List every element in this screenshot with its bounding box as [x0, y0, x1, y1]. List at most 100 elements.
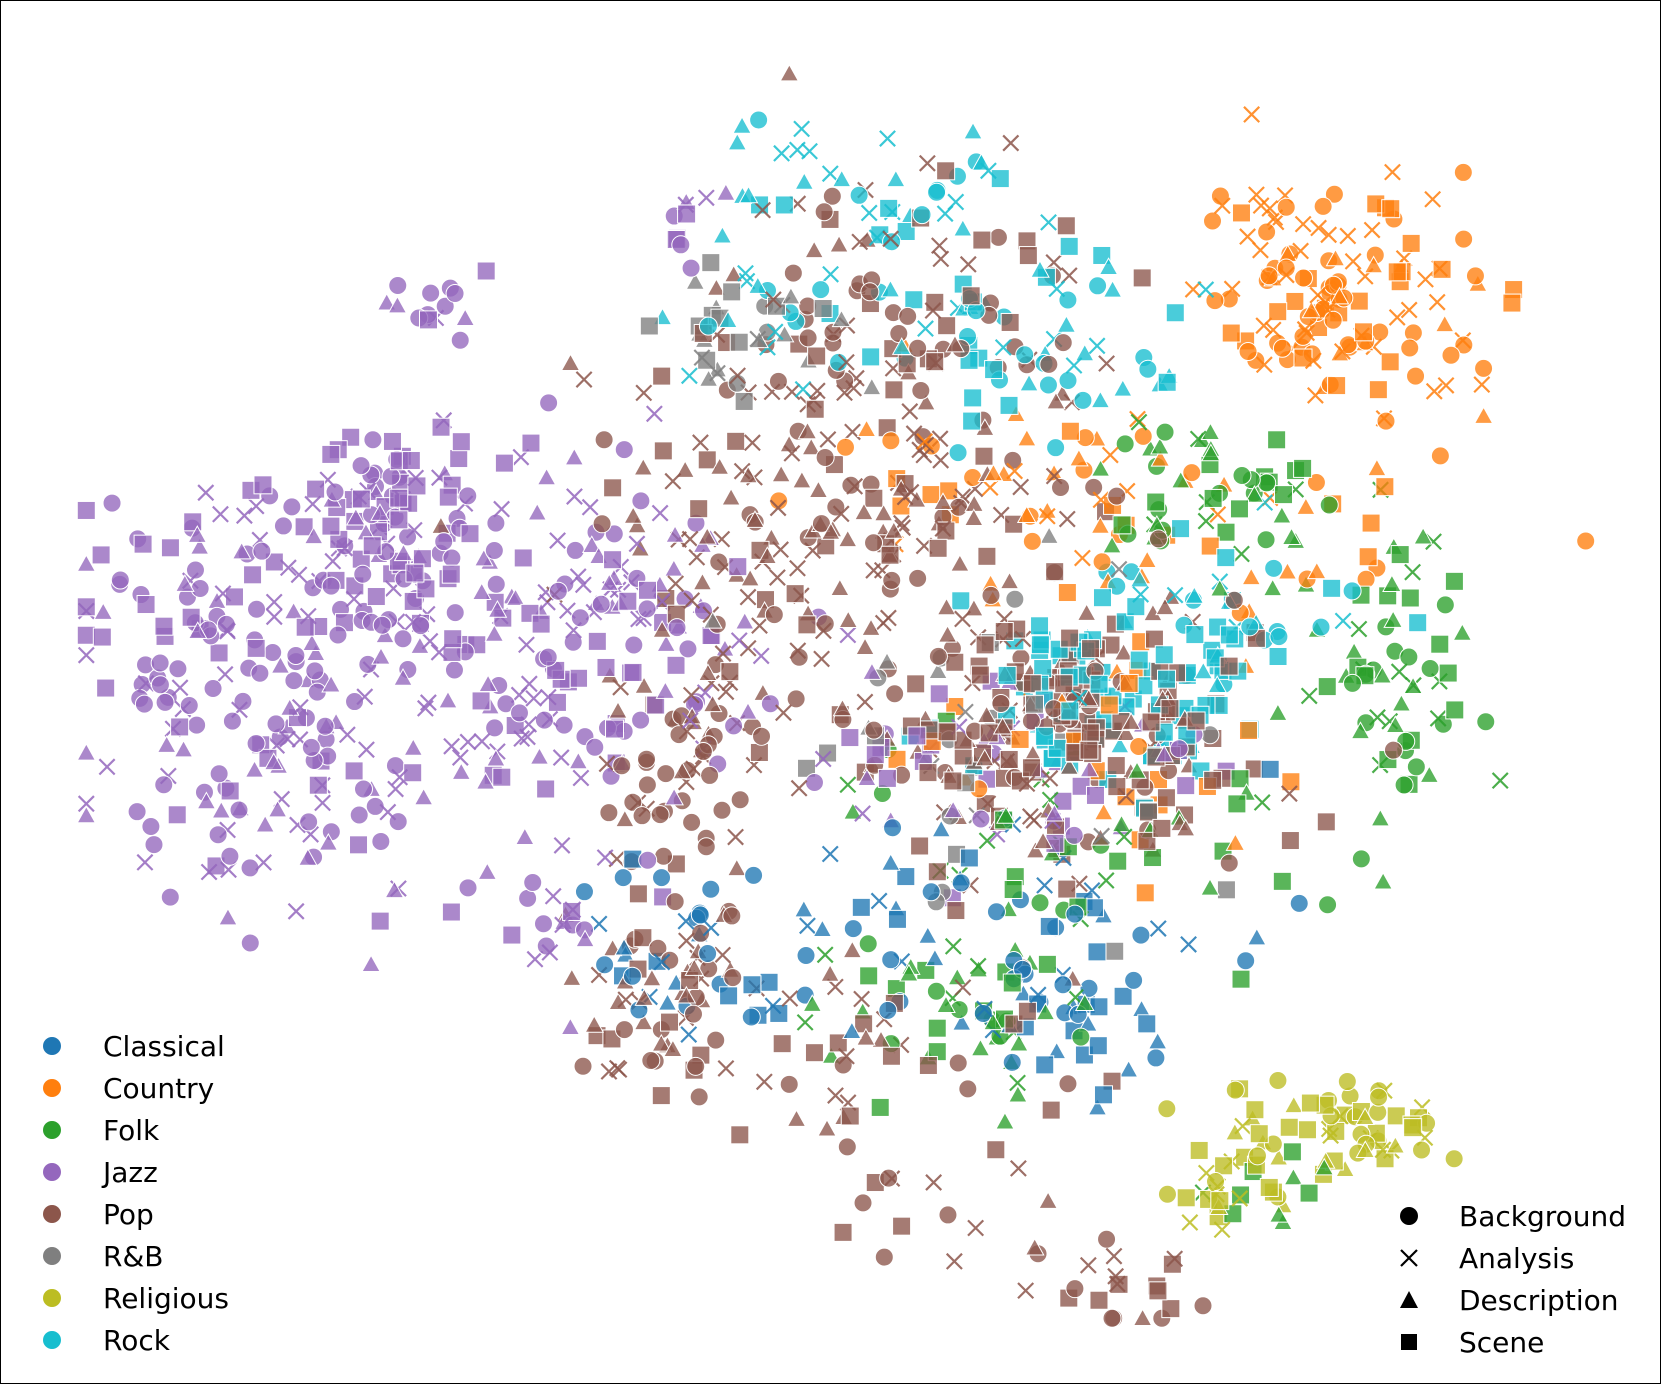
point-pop-scene [910, 836, 930, 856]
point-jazz-description [478, 674, 498, 692]
point-country-analysis [1473, 376, 1491, 394]
point-jazz-background [266, 714, 286, 734]
point-pop-analysis [755, 1073, 773, 1091]
point-country-description [1434, 314, 1455, 333]
point-jazz-background [458, 878, 478, 898]
point-pop-scene [804, 1043, 824, 1063]
point-country-scene [1502, 293, 1522, 313]
point-country-analysis [1261, 200, 1279, 217]
point-pop-description [883, 520, 904, 539]
point-jazz-analysis [645, 405, 663, 423]
point-jazz-analysis [552, 749, 570, 767]
point-jazz-scene [401, 451, 421, 471]
point-rnb-description [861, 377, 882, 396]
point-religious-description [1355, 1140, 1376, 1159]
point-country-scene [1361, 513, 1381, 533]
point-pop-analysis [727, 828, 744, 846]
point-classical-description [842, 1021, 862, 1039]
point-rock-description [1090, 390, 1111, 409]
point-country-analysis [1264, 321, 1282, 339]
point-pop-analysis [683, 592, 701, 609]
point-folk-background [1342, 673, 1362, 693]
point-country-scene [1010, 729, 1030, 749]
point-folk-scene [1299, 1183, 1319, 1203]
point-country-analysis [1309, 286, 1327, 304]
point-rnb-scene [639, 316, 659, 336]
point-pop-scene [1141, 712, 1161, 732]
point-pop-scene [628, 884, 648, 904]
point-pop-description [584, 1015, 605, 1033]
point-jazz-scene [370, 911, 390, 931]
point-pop-scene [975, 635, 995, 655]
point-jazz-background [252, 541, 272, 561]
point-country-description [1016, 505, 1037, 523]
point-country-scene [1387, 262, 1407, 282]
point-pop-analysis [954, 610, 971, 628]
point-jazz-background [631, 710, 651, 730]
point-pop-description [808, 480, 829, 499]
point-pop-description [820, 964, 840, 982]
point-pop-analysis [1025, 811, 1043, 829]
point-classical-analysis [680, 1026, 698, 1043]
point-jazz-analysis [404, 613, 422, 631]
point-classical-analysis [821, 845, 839, 863]
point-pop-analysis [1018, 775, 1036, 793]
point-pop-background [1224, 590, 1244, 610]
point-rock-background [1342, 581, 1362, 601]
point-pop-scene [833, 1222, 853, 1242]
point-rock-description [712, 225, 733, 244]
point-jazz-background [168, 659, 188, 679]
point-pop-description [861, 618, 881, 636]
point-pop-scene [1138, 802, 1158, 822]
legend-label: Folk [103, 1113, 160, 1147]
point-folk-background [926, 981, 946, 1001]
point-jazz-description [477, 862, 498, 880]
point-jazz-description [1044, 803, 1065, 822]
legend-entry-background: Background [1397, 1195, 1626, 1237]
point-jazz-background [445, 603, 465, 623]
point-folk-description [968, 959, 989, 978]
point-country-analysis [1255, 317, 1273, 335]
point-pop-scene [994, 622, 1014, 642]
point-country-scene [1358, 547, 1378, 567]
point-pop-description [786, 1109, 807, 1127]
point-jazz-background [127, 802, 147, 822]
point-pop-scene [726, 431, 746, 451]
point-rock-analysis [1166, 586, 1184, 604]
point-jazz-description [384, 880, 405, 899]
legend-swatch [43, 1289, 61, 1307]
point-country-analysis [1129, 410, 1146, 428]
point-classical-scene [1087, 942, 1107, 962]
point-pop-background [637, 749, 657, 769]
point-pop-scene [840, 1106, 860, 1126]
point-religious-analysis [1322, 1127, 1340, 1145]
point-jazz-analysis [98, 758, 116, 776]
point-jazz-analysis [247, 497, 265, 515]
point-pop-background [665, 892, 685, 912]
point-pop-analysis [682, 686, 700, 704]
point-jazz-background [273, 516, 293, 536]
point-folk-description [1314, 1157, 1335, 1176]
point-pop-background [1051, 477, 1071, 497]
point-jazz-analysis [279, 559, 297, 577]
point-jazz-scene [91, 545, 111, 565]
point-pop-description [963, 508, 984, 527]
point-pop-analysis [853, 990, 871, 1008]
point-country-analysis [1424, 190, 1442, 208]
point-pop-background [1084, 477, 1104, 497]
point-jazz-scene [321, 516, 341, 536]
point-classical-scene [887, 909, 907, 929]
point-pop-description [675, 460, 696, 478]
point-pop-description [1033, 831, 1053, 850]
point-pop-analysis [967, 1219, 985, 1237]
point-pop-scene [653, 441, 673, 461]
point-jazz-description [514, 827, 535, 845]
point-pop-description [623, 506, 644, 524]
point-classical-background [796, 946, 816, 966]
point-jazz-description [297, 848, 318, 866]
point-classical-background [1079, 978, 1099, 998]
point-jazz-background [444, 660, 464, 680]
point-folk-description [1268, 703, 1288, 721]
point-pop-description [771, 464, 792, 483]
point-pop-scene [1144, 629, 1164, 649]
